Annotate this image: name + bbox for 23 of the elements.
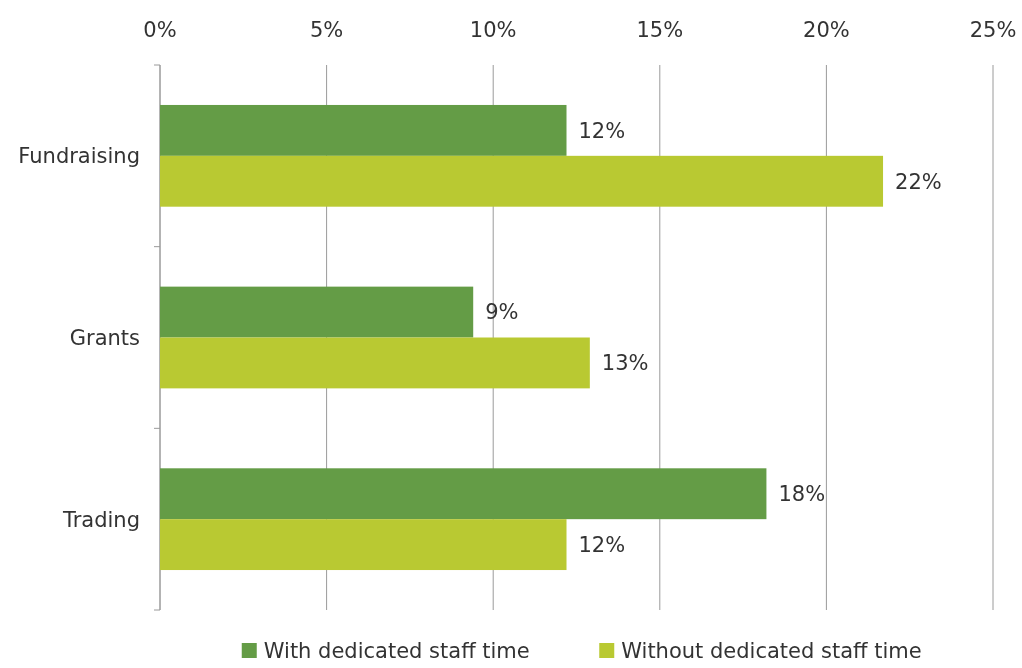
y-tick-label: Fundraising xyxy=(18,144,140,169)
x-tick-label: 20% xyxy=(803,18,850,42)
x-tick-label: 25% xyxy=(969,18,1017,42)
x-tick-label: 15% xyxy=(636,18,684,42)
data-label: 22% xyxy=(895,169,942,194)
legend-label: Without dedicated staff time xyxy=(621,639,922,663)
data-label: 13% xyxy=(601,351,649,376)
bar xyxy=(160,155,884,207)
legend-label: With dedicated staff time xyxy=(263,639,530,663)
y-tick-label: Trading xyxy=(61,507,140,532)
bar xyxy=(160,519,567,571)
data-label: 12% xyxy=(578,118,626,143)
data-label: 12% xyxy=(578,532,626,557)
bar xyxy=(160,337,590,389)
x-tick-label: 0% xyxy=(143,18,177,42)
bar xyxy=(160,104,567,156)
x-tick-label: 5% xyxy=(309,18,344,42)
bar xyxy=(160,468,767,520)
x-tick-label: 10% xyxy=(469,18,517,42)
bar xyxy=(160,286,474,338)
data-label: 9% xyxy=(485,300,519,325)
data-label: 18% xyxy=(778,482,826,507)
y-tick-label: Grants xyxy=(69,325,140,350)
